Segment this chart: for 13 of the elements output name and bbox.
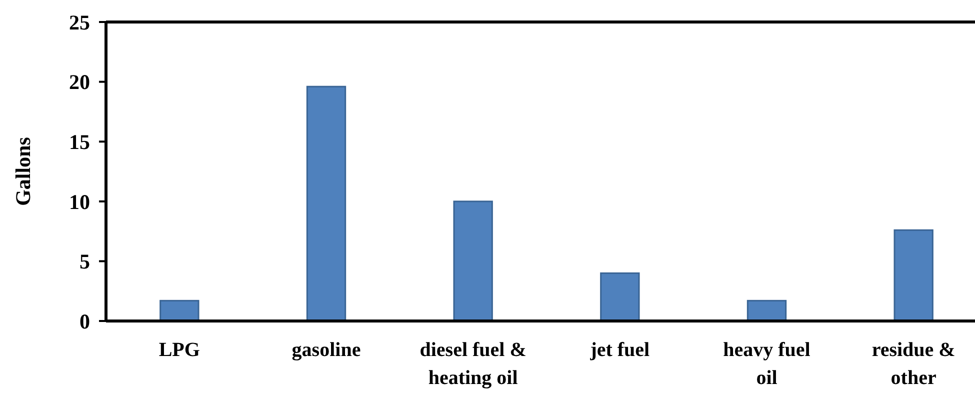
y-tick-label: 5 <box>80 250 90 274</box>
y-axis-title: Gallons <box>11 137 35 206</box>
y-tick-label: 0 <box>80 309 90 334</box>
y-tick-label: 25 <box>69 10 90 34</box>
x-tick-label: gasoline <box>292 339 361 361</box>
x-tick-label: heavy fuel oil <box>723 339 811 389</box>
y-tick-label: 15 <box>69 130 90 154</box>
y-tick-label: 20 <box>69 70 90 94</box>
y-tick-label: 10 <box>69 190 90 214</box>
x-tick-label: LPG <box>158 339 200 361</box>
x-tick-label: residue & other <box>872 339 956 389</box>
x-tick-label: jet fuel <box>589 339 650 361</box>
x-tick-label: diesel fuel & heating oil <box>420 339 526 389</box>
